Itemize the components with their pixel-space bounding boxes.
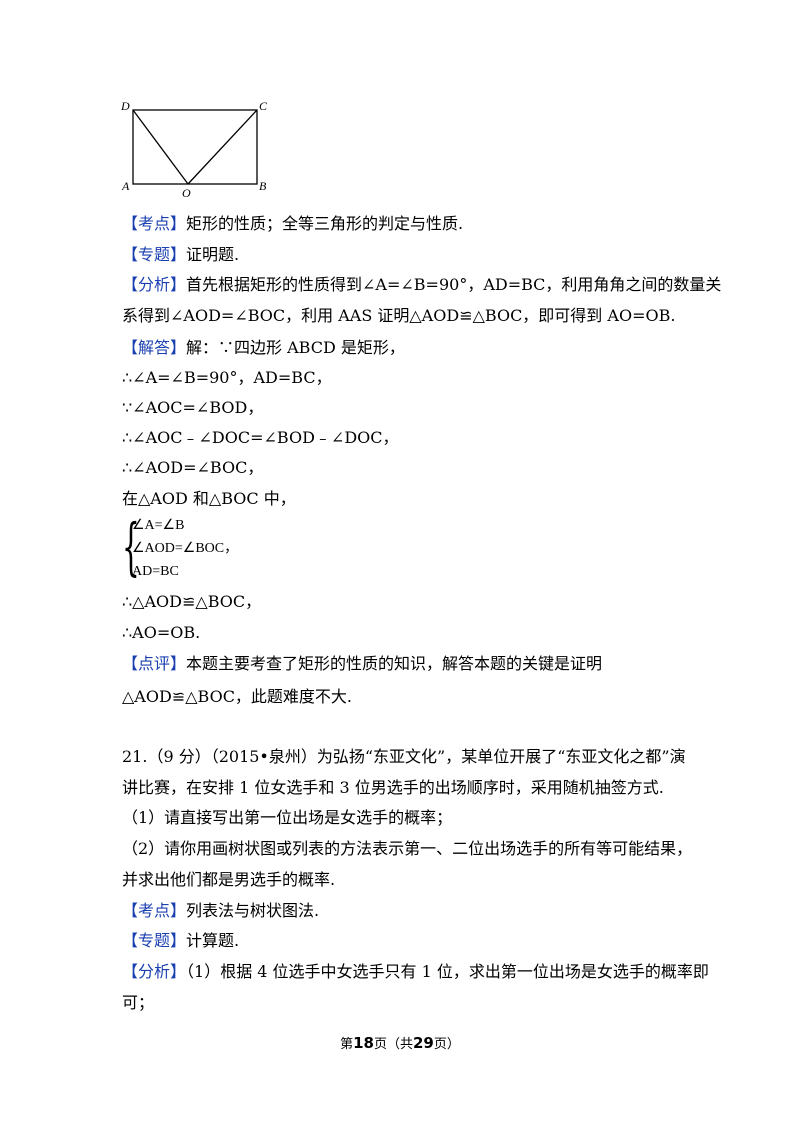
line-text: 计算题.	[186, 931, 240, 950]
system-line: ∠A=∠B	[132, 518, 185, 533]
text-line: ∴△AOD≌△BOC，	[122, 590, 261, 614]
total-page-number: 29	[413, 1034, 434, 1052]
segment-do	[132, 109, 189, 185]
line-text: ∵∠AOC=∠BOD，	[122, 398, 264, 417]
line-text: ∴∠AOD=∠BOC，	[122, 458, 264, 477]
section-tag: 【点评】	[122, 654, 187, 673]
line-text: 矩形的性质；全等三角形的判定与性质.	[186, 214, 464, 233]
text-line: △AOD≌△BOC，此题难度不大.	[122, 685, 352, 709]
line-text: 证明题.	[186, 245, 240, 264]
footer-suffix: 页）	[433, 1037, 460, 1052]
vertex-label-d: D	[120, 99, 130, 113]
text-line: 讲比赛，在安排 1 位女选手和 3 位男选手的出场顺序时，采用随机抽签方式.	[122, 776, 664, 800]
text-line: 在△AOD 和△BOC 中，	[122, 487, 296, 511]
line-text: 列表法与树状图法.	[186, 901, 320, 920]
line-text: 解：∵四边形 ABCD 是矩形，	[186, 338, 405, 357]
line-text: （1）根据 4 位选手中女选手只有 1 位，求出第一位出场是女选手的概率即	[186, 962, 709, 981]
vertex-label-o: O	[182, 186, 191, 200]
text-line: （1）请直接写出第一位出场是女选手的概率；	[122, 806, 452, 830]
line-text: 系得到∠AOD=∠BOC，利用 AAS 证明△AOD≌△BOC，即可得到 AO=…	[122, 306, 676, 325]
text-line: 可；	[122, 991, 154, 1015]
section-tag: 【考点】	[122, 901, 187, 920]
line-text: 在△AOD 和△BOC 中，	[122, 489, 296, 508]
section-tag: 【考点】	[122, 214, 187, 233]
current-page-number: 18	[353, 1034, 374, 1052]
text-line: 【专题】证明题.	[122, 243, 239, 267]
equation-system: { ∠A=∠B ∠AOD=∠BOC， AD=BC	[122, 516, 322, 584]
text-line: 【考点】矩形的性质；全等三角形的判定与性质.	[122, 212, 463, 236]
system-line: AD=BC	[132, 564, 179, 579]
text-line: 【分析】首先根据矩形的性质得到∠A=∠B=90°，AD=BC，利用角角之间的数量…	[122, 273, 721, 297]
section-tag: 【分析】	[122, 962, 187, 981]
footer-prefix: 第	[340, 1037, 354, 1052]
text-line: 系得到∠AOD=∠BOC，利用 AAS 证明△AOD≌△BOC，即可得到 AO=…	[122, 304, 675, 328]
line-text: 首先根据矩形的性质得到∠A=∠B=90°，AD=BC，利用角角之间的数量关	[186, 275, 722, 294]
text-line: 【专题】计算题.	[122, 929, 239, 953]
text-line: （2）请你用画树状图或列表的方法表示第一、二位出场选手的所有等可能结果，	[122, 837, 692, 861]
vertex-label-c: C	[259, 99, 268, 113]
line-text: 本题主要考查了矩形的性质的知识，解答本题的关键是证明	[186, 654, 603, 673]
vertex-label-a: A	[121, 179, 130, 193]
vertex-label-b: B	[259, 179, 267, 193]
text-line: ∴∠AOD=∠BOC，	[122, 456, 263, 480]
rectangle-figure: D C A O B	[120, 99, 268, 200]
text-line: 【分析】（1）根据 4 位选手中女选手只有 1 位，求出第一位出场是女选手的概率…	[122, 960, 709, 984]
line-text: 可；	[122, 993, 155, 1012]
text-line: ∴∠AOC﹣∠DOC=∠BOD﹣∠DOC，	[122, 426, 399, 450]
line-text: （1）请直接写出第一位出场是女选手的概率；	[122, 808, 453, 827]
line-text: ∴∠A=∠B=90°，AD=BC，	[122, 368, 332, 387]
line-text: （2）请你用画树状图或列表的方法表示第一、二位出场选手的所有等可能结果，	[122, 839, 693, 858]
text-line: ∴∠A=∠B=90°，AD=BC，	[122, 366, 332, 390]
line-text: 讲比赛，在安排 1 位女选手和 3 位男选手的出场顺序时，采用随机抽签方式.	[122, 778, 664, 797]
text-line: 21.（9 分）（2015•泉州）为弘扬“东亚文化”，某单位开展了“东亚文化之都…	[122, 745, 686, 769]
line-text: △AOD≌△BOC，此题难度不大.	[122, 687, 353, 706]
line-text: ∴∠AOC﹣∠DOC=∠BOD﹣∠DOC，	[122, 428, 399, 447]
system-line: ∠AOD=∠BOC，	[132, 541, 239, 556]
left-brace: {	[122, 510, 140, 583]
text-line: ∴AO=OB.	[122, 621, 200, 645]
section-tag: 【分析】	[122, 275, 187, 294]
segment-co	[187, 109, 258, 185]
text-line: 【考点】列表法与树状图法.	[122, 899, 319, 923]
text-line: 【解答】解：∵四边形 ABCD 是矩形，	[122, 336, 405, 360]
section-tag: 【专题】	[122, 931, 187, 950]
text-line: 并求出他们都是男选手的概率.	[122, 868, 335, 892]
line-text: ∴AO=OB.	[122, 623, 201, 642]
section-tag: 【专题】	[122, 245, 187, 264]
rectangle-abcd	[132, 109, 258, 185]
footer-mid: 页（共	[373, 1037, 413, 1052]
line-text: 21.（9 分）（2015•泉州）为弘扬“东亚文化”，某单位开展了“东亚文化之都…	[122, 747, 686, 766]
text-line: ∵∠AOC=∠BOD，	[122, 396, 263, 420]
text-line: 【点评】本题主要考查了矩形的性质的知识，解答本题的关键是证明	[122, 652, 602, 676]
section-tag: 【解答】	[122, 338, 187, 357]
page-footer: 第18页（共29页）	[0, 1033, 800, 1052]
line-text: ∴△AOD≌△BOC，	[122, 592, 262, 611]
line-text: 并求出他们都是男选手的概率.	[122, 870, 336, 889]
